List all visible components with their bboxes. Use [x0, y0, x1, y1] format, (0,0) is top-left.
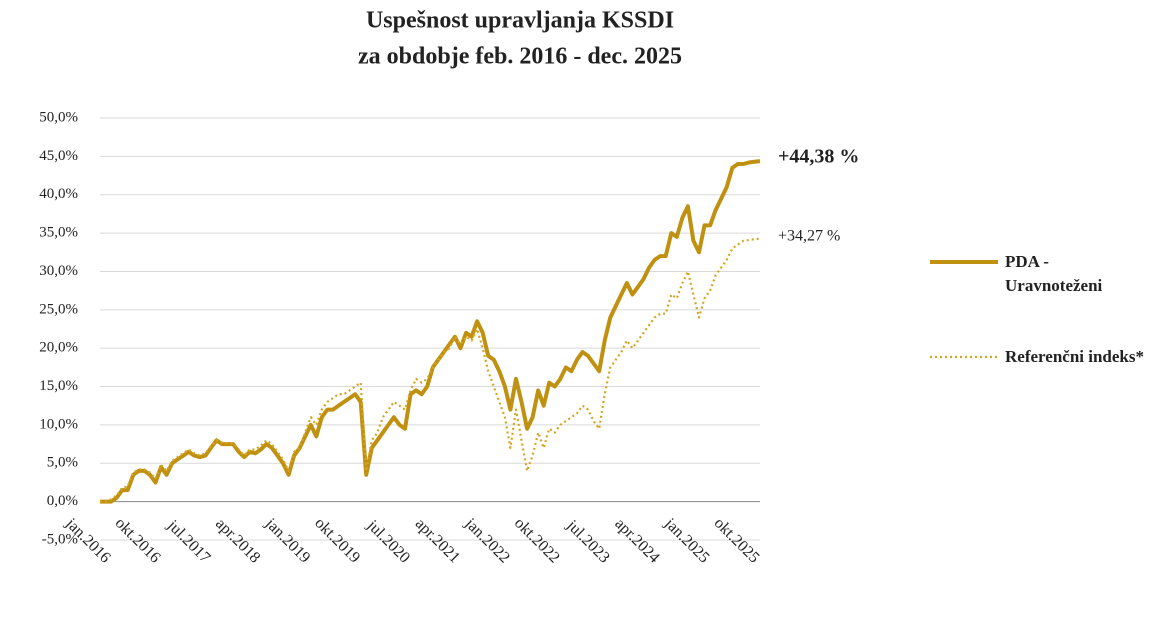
- y-tick-label: 5,0%: [47, 455, 78, 471]
- series-line: [100, 159, 761, 504]
- x-tick-label: apr.2024: [611, 515, 662, 566]
- x-tick-label: okt.2025: [711, 515, 763, 567]
- x-tick-label: jul.2023: [563, 516, 613, 566]
- legend-label: Referenčni indeks*: [1005, 347, 1144, 366]
- chart-title: Uspešnost upravljanja KSSDI: [366, 8, 674, 34]
- x-tick-label: okt.2019: [311, 515, 363, 567]
- y-tick-label: 10,0%: [39, 416, 78, 432]
- end-annotation: +44,38 %: [778, 146, 859, 168]
- y-tick-label: 50,0%: [39, 109, 78, 125]
- chart-subtitle: za obdobje feb. 2016 - dec. 2025: [358, 44, 682, 70]
- end-annotation: +34,27 %: [778, 228, 840, 245]
- series-line: [100, 237, 761, 503]
- x-tick-label: apr.2021: [412, 515, 463, 566]
- y-tick-label: 30,0%: [39, 263, 78, 279]
- y-tick-label: 35,0%: [39, 225, 78, 241]
- y-tick-label: 15,0%: [39, 378, 78, 394]
- y-tick-label: 40,0%: [39, 186, 78, 202]
- x-tick-label: okt.2016: [112, 515, 164, 567]
- x-tick-label: jul.2020: [363, 516, 413, 566]
- y-tick-label: 0,0%: [47, 493, 78, 509]
- y-tick-label: -5,0%: [42, 531, 78, 547]
- x-tick-label: apr.2018: [212, 515, 263, 566]
- x-tick-label: okt.2022: [511, 515, 563, 567]
- legend-label: PDA - Uravnoteženi: [1005, 252, 1103, 295]
- y-tick-label: 45,0%: [39, 148, 78, 164]
- y-tick-label: 25,0%: [39, 301, 78, 317]
- y-tick-label: 20,0%: [39, 340, 78, 356]
- x-tick-label: jul.2017: [163, 516, 213, 566]
